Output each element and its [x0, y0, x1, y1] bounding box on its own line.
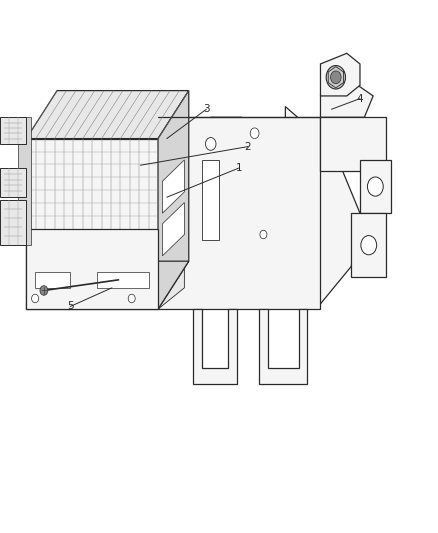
- Polygon shape: [193, 309, 237, 384]
- Polygon shape: [0, 117, 26, 144]
- Polygon shape: [0, 168, 26, 197]
- Polygon shape: [201, 160, 219, 240]
- Polygon shape: [258, 309, 307, 384]
- Circle shape: [205, 138, 215, 150]
- Polygon shape: [153, 107, 359, 309]
- Polygon shape: [162, 160, 184, 213]
- Polygon shape: [158, 117, 184, 309]
- Polygon shape: [26, 139, 158, 309]
- Circle shape: [330, 71, 340, 84]
- Polygon shape: [359, 160, 390, 213]
- Text: 3: 3: [202, 104, 209, 114]
- Circle shape: [32, 294, 39, 303]
- Circle shape: [360, 236, 376, 255]
- Polygon shape: [26, 229, 158, 309]
- Polygon shape: [158, 91, 188, 309]
- Polygon shape: [350, 213, 385, 277]
- Text: 2: 2: [244, 142, 251, 151]
- Circle shape: [259, 230, 266, 239]
- Polygon shape: [96, 272, 149, 288]
- Polygon shape: [320, 75, 372, 117]
- Polygon shape: [35, 272, 70, 288]
- Circle shape: [367, 177, 382, 196]
- Polygon shape: [26, 91, 188, 139]
- Circle shape: [250, 128, 258, 139]
- Polygon shape: [0, 200, 26, 245]
- Text: 1: 1: [235, 163, 242, 173]
- Polygon shape: [320, 53, 359, 96]
- Circle shape: [325, 66, 345, 89]
- Polygon shape: [26, 261, 188, 309]
- Text: 4: 4: [356, 94, 363, 103]
- Text: 5: 5: [67, 302, 74, 311]
- Polygon shape: [162, 203, 184, 256]
- Polygon shape: [158, 117, 320, 309]
- Circle shape: [128, 294, 135, 303]
- Circle shape: [40, 286, 48, 295]
- Polygon shape: [18, 117, 31, 245]
- Polygon shape: [320, 117, 385, 171]
